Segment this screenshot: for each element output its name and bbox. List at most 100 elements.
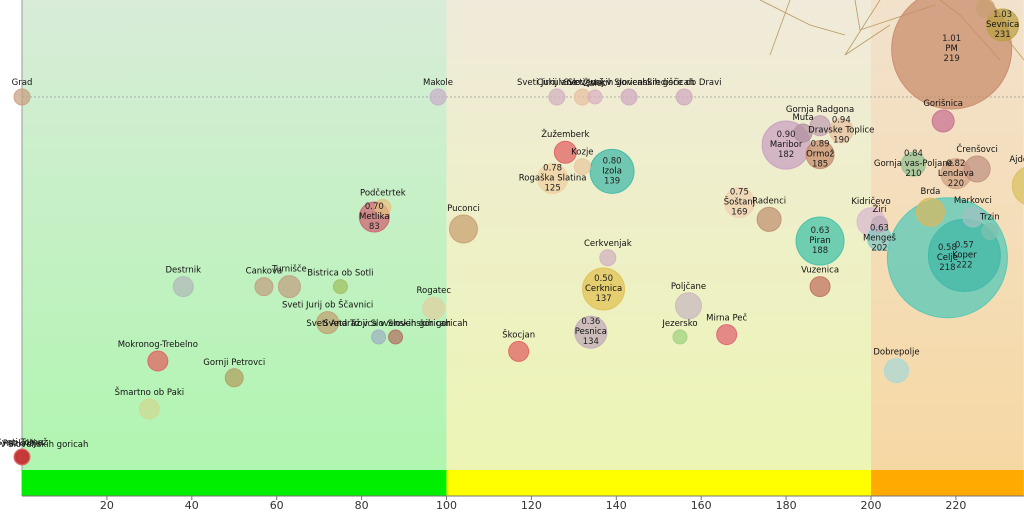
- label-cerknica: Cerknica: [585, 284, 622, 294]
- label-razkrizje: Razkrižje: [3, 439, 41, 449]
- bubble-ajdovscina: [1011, 167, 1024, 205]
- bubble-sveti-andraz-v-slovenskih-goricah: [371, 329, 387, 345]
- rank-pesnica: 134: [583, 337, 599, 347]
- label-poljcane: Poljčane: [671, 281, 706, 292]
- label-pm: PM: [945, 44, 957, 54]
- x-tick-label-60: 60: [270, 499, 284, 512]
- rank-gornja-vas-poljane: 210: [905, 169, 921, 179]
- label-grad: Grad: [12, 78, 33, 88]
- bubble-sevnica: [986, 8, 1020, 42]
- bubble-vransko: [976, 0, 996, 18]
- bubble-gornja-radgona: [809, 115, 831, 137]
- bubble-mirna-pec: [716, 324, 738, 346]
- rank-pm: 219: [944, 54, 960, 64]
- label-sveti-tomaz: Sveti Tomaž: [0, 438, 48, 448]
- label-sv-trojica-v-slovenskih-goricah: Sv. Trojica v Slovenskih goricah: [0, 440, 88, 450]
- x-tick-label-140: 140: [606, 499, 627, 512]
- value-dravske-toplice: 0.94: [832, 116, 851, 126]
- value-lendava: 0.82: [946, 159, 965, 169]
- band-bar-0: [22, 470, 447, 496]
- label-ajdovscina: Ajdovščina: [1009, 154, 1024, 165]
- bubble-poljcane: [674, 292, 702, 320]
- bubble-pesnica: [574, 315, 608, 349]
- label-muta: Muta: [792, 113, 813, 123]
- bubble-brda: [915, 197, 945, 227]
- label-gornja-radgona: Gornja Radgona: [786, 105, 854, 115]
- rank-izola: 139: [604, 176, 620, 186]
- x-tick-label-160: 160: [691, 499, 712, 512]
- label-trzin: Trzin: [979, 212, 1000, 222]
- bubble-grad: [13, 88, 31, 106]
- value-gornja-vas-poljane: 0.84: [904, 149, 923, 159]
- rank-cerknica: 137: [595, 294, 611, 304]
- label-dobrepolje: Dobrepolje: [873, 348, 919, 358]
- bubble-zuzemberk: [553, 140, 577, 164]
- bubble-gornja-vas-poljane: [900, 151, 926, 177]
- rank-dravske-toplice: 190: [833, 136, 849, 146]
- label-sveti-jurij-ob-scavnici: Sveti Jurij ob Ščavnici: [282, 299, 373, 311]
- label-kozje: Kozje: [571, 148, 593, 158]
- bubble-makole: [429, 88, 447, 106]
- label-brda: Brda: [921, 187, 941, 197]
- color-band-bar: [22, 470, 1024, 496]
- value-sostanj: 0.75: [730, 188, 749, 198]
- label-mirna-pec: Mirna Peč: [706, 313, 747, 324]
- bubble-jezersko: [672, 329, 688, 345]
- bubble-puconci: [448, 214, 478, 244]
- bubble-piran: [795, 216, 845, 266]
- x-tick-label-120: 120: [521, 499, 542, 512]
- value-cerknica: 0.50: [594, 274, 613, 284]
- bubble-radenci: [756, 206, 782, 232]
- bubble-turnisce: [277, 275, 301, 299]
- bubble-ziri: [870, 215, 888, 233]
- value-koper: 0.57: [955, 240, 974, 250]
- bubble-rogaska-slatina: [537, 163, 569, 195]
- bubble-cerkvenjak: [599, 249, 617, 267]
- rank-koper: 222: [956, 260, 972, 270]
- label-cirkulane: Cirkulane: [537, 78, 577, 88]
- x-tick-label-200: 200: [861, 499, 882, 512]
- x-axis: 20 40 60 80 100 120 140 160 180 200 220: [22, 495, 1024, 512]
- label-cankova: Cankova: [246, 267, 283, 277]
- label-vuzenica: Vuzenica: [801, 266, 839, 276]
- label-menges: Mengeš: [863, 233, 897, 244]
- label-sveti-andraz-v-slovenskih-goricah: Sveti Andraž v Slovenskih goricah: [306, 319, 450, 329]
- label-sostanj: Šoštanj: [724, 196, 755, 208]
- label-podcetrtek: Podčetrtek: [360, 187, 406, 198]
- bubble-markovci: [962, 206, 984, 228]
- bubble-sostanj: [723, 187, 755, 219]
- label-gorisnica: Gorišnica: [923, 98, 963, 109]
- label-puconci: Puconci: [447, 204, 480, 214]
- label-izola: Izola: [602, 166, 622, 176]
- label-zalec: Žalec: [583, 77, 607, 89]
- band-bar-2: [871, 470, 1024, 496]
- label-markovci: Markovci: [954, 196, 992, 206]
- bubble-rogatec: [422, 296, 446, 320]
- bubble-destrnik: [172, 276, 194, 298]
- value-menges: 0.63: [870, 224, 889, 234]
- bubble-sredisce-ob-dravi: [675, 88, 693, 106]
- bubble-izola: [589, 148, 635, 194]
- label-sevnica: Sevnica: [986, 20, 1019, 30]
- bubble-cerknica: [582, 267, 626, 311]
- label-rogatec: Rogatec: [416, 286, 451, 296]
- x-tick-label-220: 220: [945, 499, 966, 512]
- bubble-dobrepolje: [883, 358, 909, 384]
- bubble-bistrica-ob-sotli: [332, 279, 348, 295]
- label-piran: Piran: [809, 236, 830, 246]
- deco-line-0: [759, 0, 846, 36]
- value-sevnica: 1.03: [993, 10, 1012, 20]
- x-tick-label-80: 80: [355, 499, 369, 512]
- x-tick-label-180: 180: [776, 499, 797, 512]
- bubble-mokronog-trebelno: [147, 350, 169, 372]
- x-tick-label-20: 20: [100, 499, 114, 512]
- band-bar-1: [446, 470, 871, 496]
- rank-sostanj: 169: [731, 208, 747, 218]
- label-rogaska-slatina: Rogaška Slatina: [519, 173, 587, 184]
- bubble-skocjan: [508, 340, 530, 362]
- deco-line-1: [769, 0, 791, 56]
- label-koper: Koper: [952, 250, 977, 260]
- label-sveti-jurij-v-slovenskih-goricah: Sveti Jurij v Slovenskih goricah: [517, 78, 648, 88]
- label-turnisce: Turnišče: [271, 264, 307, 275]
